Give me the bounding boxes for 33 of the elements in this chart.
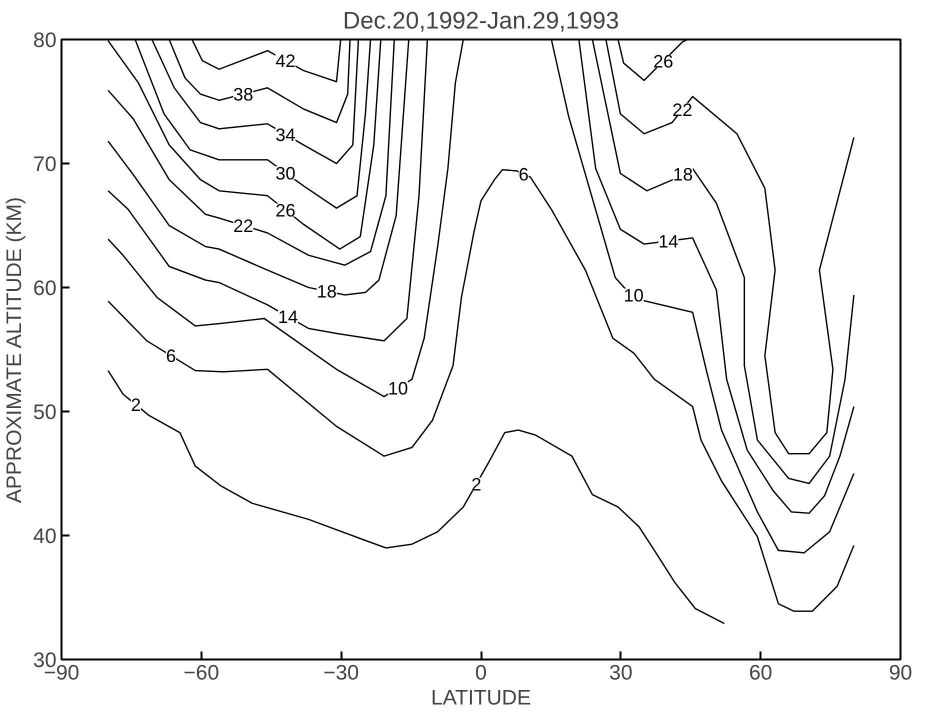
text: 14 xyxy=(658,232,678,252)
series-label: 22 xyxy=(672,100,692,120)
chart-title: Dec.20,1992-Jan.29,1993 xyxy=(342,8,620,34)
y-tick-label: 50 xyxy=(33,401,56,424)
series-label: 26 xyxy=(653,52,674,72)
x-tick-label: 30 xyxy=(609,662,633,684)
series-label: 6 xyxy=(166,346,176,366)
x-tick-label: −60 xyxy=(184,662,220,684)
y-tick-label: 40 xyxy=(33,525,56,548)
series-label: 10 xyxy=(624,285,644,306)
y-tick-label: 60 xyxy=(33,277,56,300)
series-label: 34 xyxy=(275,124,296,145)
text: 22 xyxy=(233,216,254,236)
y-axis-title: APPROXIMATE ALTITUDE (KM) xyxy=(3,197,26,504)
text: 10 xyxy=(388,378,408,398)
text: 6 xyxy=(518,164,529,185)
line-series xyxy=(107,370,726,624)
text: 2 xyxy=(130,395,141,416)
x-tick-label: 60 xyxy=(748,662,772,684)
y-tick-label: 80 xyxy=(33,29,56,52)
series-label: 30 xyxy=(275,163,296,184)
series-label: 42 xyxy=(275,51,296,72)
text: 26 xyxy=(275,200,296,220)
text: 18 xyxy=(316,282,337,302)
series-label: 14 xyxy=(278,307,298,328)
x-tick-label: −30 xyxy=(323,662,359,684)
series-label: 2 xyxy=(471,474,482,495)
y-tick-label: 70 xyxy=(33,153,56,176)
series-label: 18 xyxy=(672,164,693,185)
x-tick-label: 90 xyxy=(888,662,912,684)
x-axis-title: LATITUDE xyxy=(431,686,531,710)
x-tick-label: 0 xyxy=(475,662,487,684)
series-label: 38 xyxy=(233,84,254,105)
